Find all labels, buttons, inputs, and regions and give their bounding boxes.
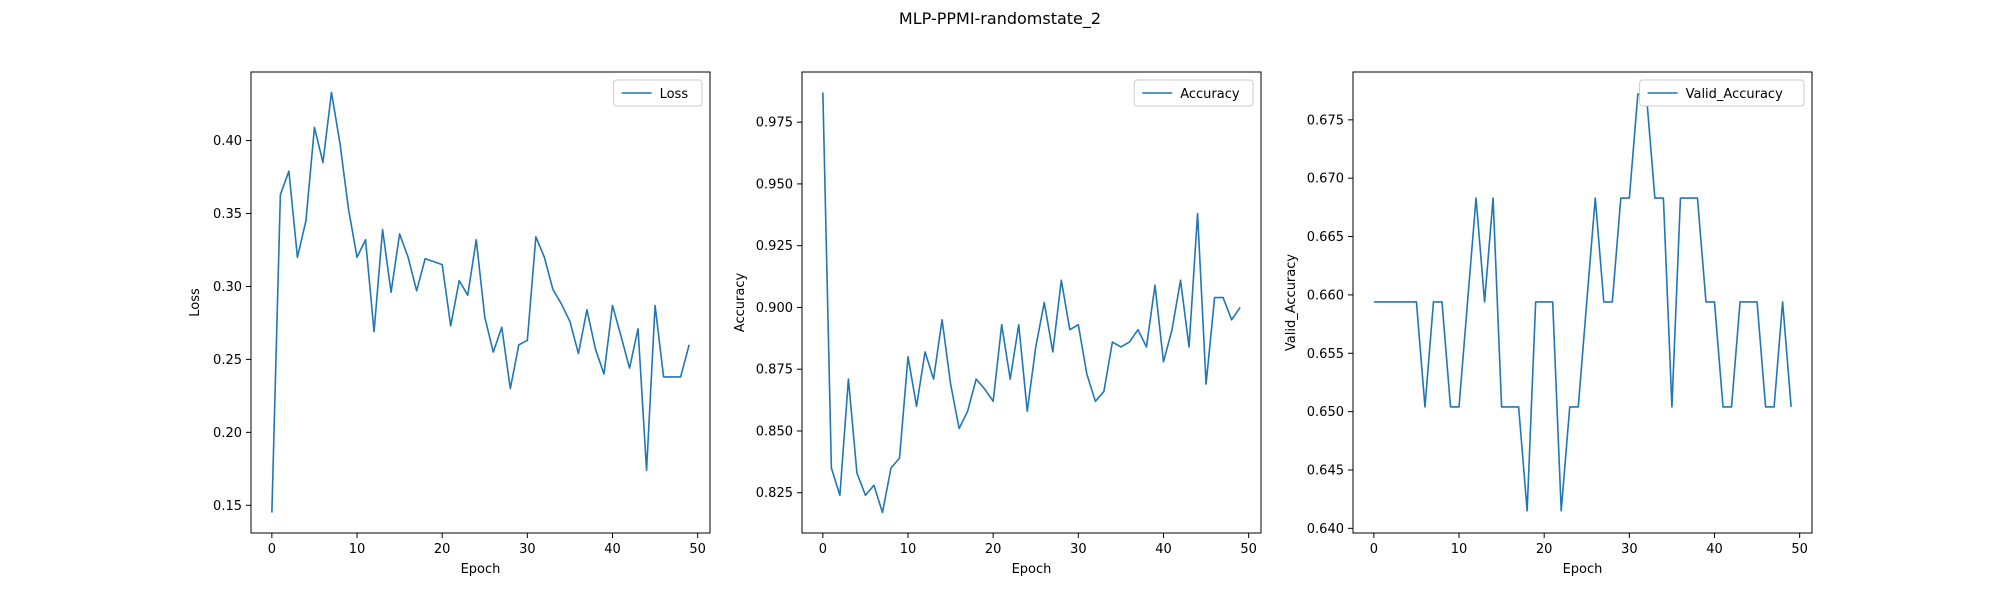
x-tick-label: 50: [689, 542, 706, 557]
x-tick-label: 0: [1370, 542, 1378, 557]
legend: Accuracy: [1133, 79, 1254, 107]
legend-label: Valid_Accuracy: [1686, 87, 1783, 102]
y-tick-label: 0.30: [213, 280, 242, 295]
series-line-1: [1373, 93, 1792, 512]
x-tick-label: 30: [1621, 542, 1638, 557]
y-tick-label: 0.655: [1307, 347, 1344, 362]
figure-title: MLP-PPMI-randomstate_2: [899, 9, 1101, 29]
y-tick-label: 0.665: [1307, 230, 1344, 245]
x-tick-label: 30: [1070, 542, 1087, 557]
x-axis-label: Epoch: [1563, 562, 1603, 577]
chart-panel-1: 0 10 20 30 40 50 0.15 0.20 0.25 0.30 0.35 0.40 Epoch…: [188, 71, 711, 577]
y-tick-label: 0.660: [1307, 288, 1344, 303]
y-tick-label: 0.950: [756, 177, 793, 192]
y-tick-label: 0.25: [213, 353, 242, 368]
y-tick-label: 0.925: [756, 239, 793, 254]
legend-label: Accuracy: [1180, 87, 1240, 102]
x-tick-label: 40: [1155, 542, 1172, 557]
plot-frame: [250, 71, 711, 534]
y-tick-label: 0.875: [756, 363, 793, 378]
x-tick-label: 0: [819, 542, 827, 557]
y-tick-label: 0.15: [213, 499, 242, 514]
y-tick-label: 0.650: [1307, 405, 1344, 420]
series-line-1: [271, 91, 690, 513]
x-tick-label: 10: [900, 542, 917, 557]
y-tick-label: 0.40: [213, 134, 242, 149]
series-line-1: [822, 92, 1241, 514]
legend: Valid_Accuracy: [1639, 79, 1805, 107]
x-tick-label: 20: [1536, 542, 1553, 557]
x-tick-label: 50: [1240, 542, 1257, 557]
subplots: 0 10 20 30 40 50 0.15 0.20 0.25 0.30 0.35 0.40 Epoch…: [188, 71, 1813, 577]
legend-box: [1133, 79, 1254, 107]
y-tick-label: 0.640: [1307, 522, 1344, 537]
x-axis-label: Epoch: [1012, 562, 1052, 577]
x-tick-label: 0: [268, 542, 276, 557]
y-axis-label: Valid_Accuracy: [1284, 254, 1299, 351]
x-tick-label: 30: [519, 542, 536, 557]
x-tick-label: 10: [1451, 542, 1468, 557]
y-axis-label: Loss: [188, 288, 203, 317]
legend-box: [1639, 79, 1805, 107]
x-tick-label: 40: [604, 542, 621, 557]
y-tick-label: 0.645: [1307, 463, 1344, 478]
x-tick-label: 20: [985, 542, 1002, 557]
y-tick-label: 0.825: [756, 486, 793, 501]
chart-panel-3: 0 10 20 30 40 50 0.640 0.645 0.650 0.655 0.660 0.66…: [1284, 71, 1813, 577]
legend: Loss: [613, 79, 703, 107]
legend-label: Loss: [660, 87, 689, 102]
x-tick-label: 40: [1706, 542, 1723, 557]
plot-frame: [801, 71, 1262, 534]
y-tick-label: 0.975: [756, 116, 793, 131]
y-tick-label: 0.900: [756, 301, 793, 316]
plot-frame: [1352, 71, 1813, 534]
y-tick-label: 0.670: [1307, 172, 1344, 187]
y-axis-label: Accuracy: [733, 273, 748, 333]
x-tick-label: 50: [1791, 542, 1808, 557]
x-tick-label: 20: [434, 542, 451, 557]
chart-panel-2: 0 10 20 30 40 50 0.825 0.850 0.875 0.900 0.925 0.95…: [733, 71, 1262, 577]
x-tick-label: 10: [349, 542, 366, 557]
legend-box: [613, 79, 703, 107]
y-tick-label: 0.850: [756, 424, 793, 439]
y-tick-label: 0.20: [213, 426, 242, 441]
y-tick-label: 0.35: [213, 207, 242, 222]
y-tick-label: 0.675: [1307, 113, 1344, 128]
x-axis-label: Epoch: [461, 562, 501, 577]
